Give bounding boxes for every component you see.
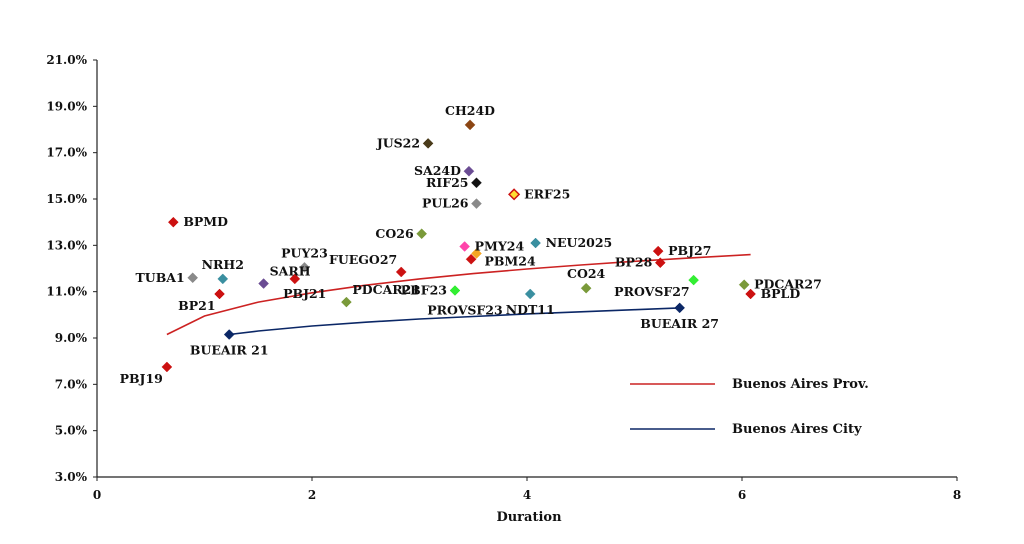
x-axis-title: Duration [496, 510, 562, 525]
point-label: PBJ27 [668, 243, 711, 258]
data-point-marker [416, 228, 428, 240]
point-label: PBF23 [401, 283, 447, 298]
data-point-marker [187, 272, 199, 284]
point-label: JUS22 [376, 135, 420, 150]
data-point-marker [738, 279, 750, 291]
x-tick-label: 2 [308, 488, 316, 502]
x-tick-label: 0 [93, 488, 101, 502]
point-label: PROVSF27 [614, 284, 689, 299]
data-point-marker [688, 274, 699, 286]
data-point-marker [449, 285, 461, 296]
data-point-marker [508, 188, 521, 201]
point-label: NRH2 [202, 257, 244, 272]
trend-line [229, 307, 680, 336]
data-point-marker [465, 253, 477, 265]
point-label: PBJ21 [283, 286, 326, 301]
data-point-marker [471, 248, 482, 259]
axes: 3.0% 5.0% 7.0% 9.0% 11.0% 13.0% 15.0% 17.0% 19.0… [46, 53, 961, 502]
point-label: CO24 [567, 266, 606, 281]
y-tick-label: 15.0% [46, 192, 87, 206]
point-label: NEU2025 [546, 235, 613, 250]
data-point-marker [258, 278, 269, 289]
legend: Buenos Aires Prov. Buenos Aires City [630, 377, 869, 437]
y-tick-label: 17.0% [46, 146, 87, 160]
y-tick-label: 5.0% [55, 424, 88, 438]
data-point-marker [745, 288, 756, 300]
data-point-marker [530, 237, 541, 249]
y-tick-label: 9.0% [55, 331, 88, 345]
point-label: PBJ19 [120, 371, 163, 386]
point-label: SA24D [414, 163, 461, 178]
data-point-marker [652, 245, 664, 257]
y-tick-label: 19.0% [46, 99, 87, 113]
data-point-marker [341, 296, 352, 308]
data-point-marker [524, 288, 536, 300]
point-label: PBM24 [484, 253, 535, 268]
data-points [161, 119, 756, 373]
data-point-marker [289, 273, 301, 285]
point-label: BUEAIR 27 [640, 316, 719, 331]
point-label: BP21 [178, 298, 215, 313]
point-label: BPMD [183, 214, 228, 229]
data-point-marker [654, 257, 666, 269]
x-tick-label: 8 [953, 488, 961, 502]
point-label: PUY23 [281, 245, 328, 260]
y-tick-label: 11.0% [46, 285, 87, 299]
data-point-marker [217, 273, 229, 285]
data-point-marker [214, 288, 225, 300]
point-label: BUEAIR 21 [190, 343, 269, 358]
y-tick-label: 21.0% [46, 53, 87, 67]
point-label: TUBA1 [136, 270, 185, 285]
x-tick-label: 4 [523, 488, 531, 502]
point-label: RIF25 [426, 175, 469, 190]
data-point-marker [471, 177, 482, 189]
y-tick-label: 7.0% [55, 377, 88, 391]
data-point-marker [464, 119, 476, 131]
data-point-marker [580, 282, 592, 294]
data-point-marker [167, 216, 179, 228]
data-point-marker [422, 138, 434, 149]
y-tick-label: 3.0% [55, 470, 88, 484]
point-label: BP28 [615, 255, 653, 270]
data-point-marker [299, 261, 310, 273]
y-tick-label: 13.0% [46, 238, 87, 252]
data-point-marker [459, 241, 471, 252]
data-point-marker [395, 266, 407, 278]
x-tick-label: 6 [738, 488, 746, 502]
data-point-marker [463, 165, 475, 177]
data-point-marker [471, 198, 482, 209]
point-label: PMY24 [475, 238, 525, 253]
point-label: PDCAR21 [352, 282, 420, 297]
point-label: SARH [270, 264, 311, 279]
legend-label: Buenos Aires City [732, 422, 862, 437]
legend-label: Buenos Aires Prov. [732, 377, 869, 392]
data-point-marker [223, 329, 235, 340]
trend-line [166, 253, 751, 336]
point-label: NDT11 [506, 302, 555, 317]
data-point-marker [161, 361, 173, 373]
point-label: CO26 [375, 226, 414, 241]
point-label: PDCAR27 [754, 277, 822, 292]
point-label: ERF25 [524, 186, 570, 201]
point-label: PUL26 [422, 196, 469, 211]
trend-lines [166, 253, 751, 336]
point-label: PROVSF23 [427, 303, 502, 318]
point-label: BPLD [761, 286, 801, 301]
data-point-marker [674, 302, 686, 314]
point-label: FUEGO27 [329, 252, 397, 267]
point-label: CH24D [445, 103, 495, 118]
